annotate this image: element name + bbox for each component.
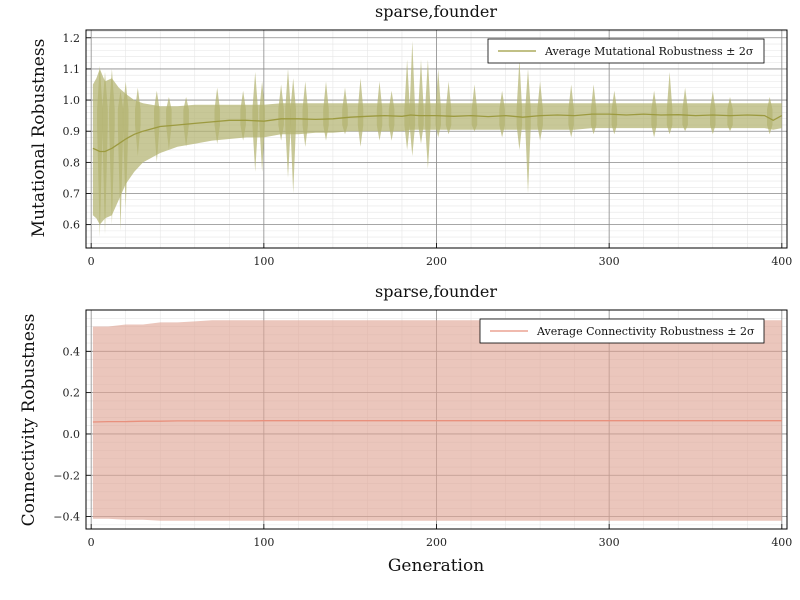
variance-spike [418, 59, 424, 144]
x-tick-label: 100 [253, 255, 274, 268]
y-tick-label: 0.2 [63, 387, 81, 400]
y-tick-label: 0.8 [63, 156, 81, 169]
mutational-robustness-band [92, 68, 782, 225]
mutational-robustness-panel: sparse,founder 0 100 200 300 400 0.60.70.80.… [29, 2, 792, 268]
x-tick-labels: 0 100 200 300 400 [88, 524, 792, 549]
variance-spike [710, 90, 716, 135]
y-tick-labels: −0.4 −0.2 0.0 0.2 0.4 [53, 345, 91, 524]
x-tick-label: 300 [599, 255, 620, 268]
x-tick-label: 300 [599, 536, 620, 549]
mutational-robustness-title: sparse,founder [375, 2, 497, 21]
x-axis-label: Generation [388, 556, 484, 576]
variance-spike [285, 68, 291, 178]
y-tick-label: 1.2 [63, 32, 81, 45]
variance-spike [214, 87, 220, 144]
variance-spike [323, 81, 329, 141]
variance-spike [425, 59, 431, 169]
variance-spike [499, 90, 505, 138]
y-tick-label: 1.1 [63, 63, 81, 76]
variance-spike [611, 90, 618, 135]
y-tick-label: 1.0 [63, 94, 81, 107]
variance-spike [727, 97, 733, 132]
y-tick-label: 0.0 [63, 428, 81, 441]
variance-spike [117, 90, 124, 231]
variance-spike [183, 97, 189, 147]
variance-spike [409, 40, 416, 157]
connectivity-robustness-panel: sparse,founder 0 100 200 300 400 −0.4 −0.2 0.0… [19, 282, 792, 576]
variance-spike [767, 97, 773, 135]
variance-spike [135, 87, 141, 157]
variance-spike [590, 84, 597, 135]
y-tick-label: −0.2 [53, 469, 80, 482]
legend-label: Average Mutational Robustness ± 2σ [544, 45, 754, 58]
y-axis-label: Connectivity Robustness [19, 314, 39, 527]
variance-spike [376, 81, 383, 141]
x-tick-label: 100 [253, 536, 274, 549]
variance-spike [435, 68, 441, 138]
variance-spike [568, 84, 574, 138]
mutational-robustness-mean-line [92, 113, 783, 153]
variance-spike [290, 78, 296, 194]
legend-label: Average Connectivity Robustness ± 2σ [536, 325, 755, 338]
variance-spike [682, 87, 688, 132]
variance-spike [122, 81, 129, 210]
y-tick-label: −0.4 [53, 511, 80, 524]
variance-spike [404, 59, 410, 150]
x-tick-label: 200 [426, 536, 447, 549]
y-axis-label: Mutational Robustness [29, 39, 49, 238]
variance-spike [666, 72, 673, 135]
x-tick-label: 400 [771, 255, 792, 268]
x-tick-label: 0 [88, 255, 95, 268]
variance-spike [302, 81, 308, 147]
variance-spike [278, 84, 284, 141]
connectivity-robustness-mean-line [92, 420, 782, 423]
y-tick-label: 0.7 [63, 188, 81, 201]
x-tick-label: 200 [426, 255, 447, 268]
variance-spike [102, 72, 108, 234]
variance-spike [357, 78, 364, 147]
variance-spike [166, 97, 172, 150]
y-tick-labels: 0.6 0.7 0.8 0.9 1.0 1.1 1.2 [63, 32, 91, 232]
y-tick-label: 0.4 [63, 345, 81, 358]
variance-spike [471, 84, 478, 132]
variance-spike [445, 81, 452, 135]
variance-spike [109, 68, 115, 225]
connectivity-robustness-title: sparse,founder [375, 282, 497, 301]
variance-spike [537, 81, 543, 141]
x-tick-labels: 0 100 200 300 400 [88, 243, 792, 268]
variance-spike [516, 59, 523, 150]
variance-spike [342, 87, 348, 135]
variance-spike [154, 90, 160, 163]
variance-spike [240, 90, 246, 141]
y-tick-label: 0.6 [63, 219, 81, 232]
variance-spike [525, 68, 531, 194]
legend: Average Mutational Robustness ± 2σ [487, 38, 765, 64]
x-tick-label: 400 [771, 536, 792, 549]
mutational-robustness-spikes [97, 40, 773, 238]
legend: Average Connectivity Robustness ± 2σ [479, 318, 765, 344]
variance-spike [252, 72, 258, 172]
variance-spike [259, 81, 265, 172]
x-tick-label: 0 [88, 536, 95, 549]
y-tick-label: 0.9 [63, 125, 81, 138]
